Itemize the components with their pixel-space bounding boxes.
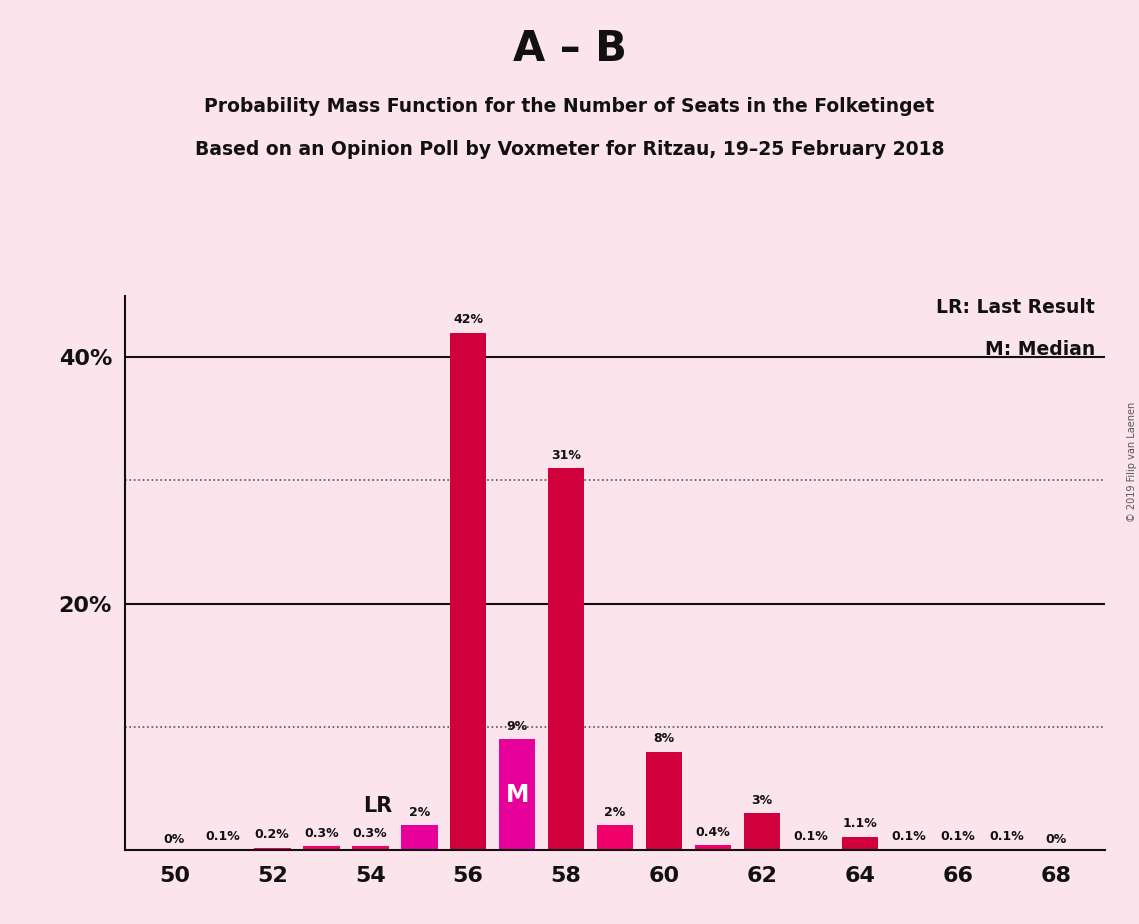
Text: 42%: 42% [453, 313, 483, 326]
Text: 0.1%: 0.1% [892, 830, 926, 843]
Text: LR: Last Result: LR: Last Result [936, 298, 1095, 318]
Bar [793, 849, 829, 850]
Text: 0.1%: 0.1% [941, 830, 975, 843]
Bar [842, 836, 878, 850]
Text: Based on an Opinion Poll by Voxmeter for Ritzau, 19–25 February 2018: Based on an Opinion Poll by Voxmeter for… [195, 140, 944, 160]
Bar [205, 849, 241, 850]
Bar [352, 846, 388, 850]
Text: A – B: A – B [513, 28, 626, 69]
Bar [548, 468, 584, 850]
Bar [744, 813, 780, 850]
Text: 2%: 2% [605, 807, 625, 820]
Bar [401, 825, 437, 850]
Text: M: Median: M: Median [985, 340, 1095, 359]
Bar [940, 849, 976, 850]
Bar [303, 846, 339, 850]
Text: 0.1%: 0.1% [794, 830, 828, 843]
Text: 1.1%: 1.1% [843, 818, 877, 831]
Text: 8%: 8% [654, 733, 674, 746]
Bar [695, 845, 731, 850]
Text: 0.1%: 0.1% [990, 830, 1024, 843]
Bar [450, 333, 486, 850]
Text: M: M [506, 783, 528, 807]
Bar [891, 849, 927, 850]
Text: LR: LR [363, 796, 392, 816]
Text: 9%: 9% [507, 720, 527, 733]
Text: 0.4%: 0.4% [696, 826, 730, 839]
Bar [597, 825, 633, 850]
Text: © 2019 Filip van Laenen: © 2019 Filip van Laenen [1126, 402, 1137, 522]
Text: 0%: 0% [164, 833, 185, 846]
Text: 0.1%: 0.1% [206, 830, 240, 843]
Bar [499, 739, 535, 850]
Text: 0.2%: 0.2% [255, 829, 289, 842]
Text: 0.3%: 0.3% [304, 827, 338, 840]
Text: Probability Mass Function for the Number of Seats in the Folketinget: Probability Mass Function for the Number… [204, 97, 935, 116]
Bar [646, 751, 682, 850]
Text: 2%: 2% [409, 807, 429, 820]
Bar [254, 847, 290, 850]
Bar [989, 849, 1025, 850]
Text: 3%: 3% [752, 794, 772, 807]
Text: 31%: 31% [551, 449, 581, 462]
Text: 0%: 0% [1046, 833, 1066, 846]
Text: 0.3%: 0.3% [353, 827, 387, 840]
